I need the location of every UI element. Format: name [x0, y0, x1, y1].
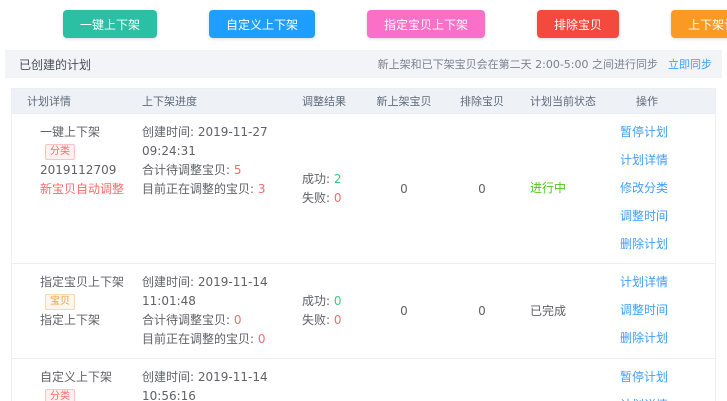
toolbar-button[interactable]: 自定义上下架: [209, 10, 316, 38]
result-cell: 成功: 2 失败: 0: [298, 170, 364, 208]
toolbar: 一键上下架 自定义上下架 指定宝贝上下架 排除宝贝 上下架记录: [0, 0, 727, 48]
column-header: 操作: [636, 94, 658, 108]
created-plans-panel-header: 已创建的计划 新上架和已下架宝贝会在第二天 2:00-5:00 之间进行同步 立…: [5, 50, 722, 78]
panel-title: 已创建的计划: [19, 57, 92, 72]
plan-detail-cell: 指定宝贝上下架宝贝指定上下架: [12, 273, 138, 330]
sync-now-link[interactable]: 立即同步: [668, 58, 712, 71]
success-count: 成功: 0: [302, 294, 342, 308]
plans-table-body: 一键上下架分类 2019112709 新宝贝自动调整 创建时间: 2019-11-27…: [12, 113, 715, 401]
plan-name: 一键上下架: [40, 125, 101, 139]
plan-type-tag: 分类: [45, 144, 75, 160]
column-header: 上下架进度: [142, 94, 197, 108]
created-time: 创建时间: 2019-11-27 09:24:31: [142, 125, 268, 158]
toolbar-button[interactable]: 排除宝贝: [537, 10, 620, 38]
action-link[interactable]: 计划详情: [620, 396, 668, 401]
status-badge: 已完成: [530, 303, 567, 318]
excluded-count: 0: [478, 181, 486, 196]
action-link[interactable]: 调整时间: [620, 209, 669, 223]
operations-cell: 暂停计划计划详情修改分类调整时间删除计划: [606, 123, 715, 254]
plan-type-tag: 分类: [45, 389, 75, 401]
table-row: 指定宝贝上下架宝贝 指定上下架 创建时间: 2019-11-14 11:01:48 合…: [12, 263, 715, 358]
plan-name: 指定宝贝上下架: [40, 275, 125, 289]
status-badge: 进行中: [530, 181, 567, 195]
total-pending: 合计待调整宝贝: 5: [142, 163, 242, 177]
column-header: 新上架宝贝: [376, 94, 432, 108]
failed-count: 失败: 0: [302, 190, 342, 205]
column-header: 排除宝贝: [460, 94, 504, 108]
total-pending: 合计待调整宝贝: 0: [142, 313, 242, 327]
failed-count: 失败: 0: [302, 313, 342, 327]
created-time: 创建时间: 2019-11-14 10:56:16: [142, 370, 268, 401]
currently-adjusting-value: 3: [257, 182, 266, 196]
created-time: 创建时间: 2019-11-14 11:01:48: [142, 275, 268, 308]
plan-sub-line: 2019112709: [40, 163, 117, 177]
new-listed-count: 0: [400, 304, 408, 318]
action-link[interactable]: 删除计划: [620, 237, 669, 251]
new-listed-count: 0: [400, 181, 408, 196]
success-value: 2: [333, 171, 342, 186]
table-row: 自定义上下架分类2019111410创建时间: 2019-11-14 10:56…: [12, 358, 715, 401]
toolbar-button[interactable]: 上下架记录: [671, 10, 727, 38]
progress-cell: 创建时间: 2019-11-14 11:01:48 合计待调整宝贝: 0 目前正在调…: [138, 273, 298, 349]
action-link[interactable]: 计划详情: [620, 153, 669, 167]
plans-table-header: 计划详情 上下架进度 调整结果 新上架宝贝 排除宝贝 计划当前状态 操作: [12, 89, 715, 113]
status-cell: 已完成: [520, 302, 606, 321]
action-link[interactable]: 修改分类: [620, 181, 669, 195]
action-link[interactable]: 暂停计划: [620, 370, 669, 384]
currently-adjusting: 目前正在调整的宝贝: 0: [142, 332, 266, 346]
success-value: 0: [333, 294, 342, 308]
excluded-count: 0: [478, 304, 486, 318]
sync-note: 新上架和已下架宝贝会在第二天 2:00-5:00 之间进行同步: [377, 58, 658, 71]
failed-value: 0: [333, 313, 342, 327]
failed-value: 0: [333, 190, 342, 205]
plan-detail-cell: 自定义上下架分类2019111410: [12, 368, 138, 401]
table-row: 一键上下架分类 2019112709 新宝贝自动调整 创建时间: 2019-11-27…: [12, 113, 715, 263]
currently-adjusting-value: 0: [257, 332, 266, 346]
plan-type-tag: 宝贝: [45, 294, 75, 310]
toolbar-button[interactable]: 指定宝贝上下架: [367, 10, 486, 38]
action-link[interactable]: 计划详情: [620, 275, 669, 289]
action-link[interactable]: 调整时间: [620, 303, 669, 317]
currently-adjusting: 目前正在调整的宝贝: 3: [142, 182, 266, 196]
progress-cell: 创建时间: 2019-11-14 10:56:16合计待调整宝贝: 51目前正在…: [138, 368, 298, 401]
plan-name: 自定义上下架: [40, 370, 113, 384]
action-link[interactable]: 删除计划: [620, 331, 669, 345]
action-link[interactable]: 暂停计划: [620, 125, 669, 139]
success-count: 成功: 2: [302, 171, 342, 186]
toolbar-button[interactable]: 一键上下架: [63, 10, 158, 38]
plans-table: 计划详情 上下架进度 调整结果 新上架宝贝 排除宝贝 计划当前状态 操作 一键上下架分类 20…: [11, 88, 716, 401]
column-header: 计划当前状态: [530, 94, 596, 108]
total-pending-value: 0: [233, 313, 242, 327]
plan-sub-line: 指定上下架: [40, 313, 101, 327]
operations-cell: 计划详情调整时间删除计划: [606, 273, 715, 348]
result-cell: 成功: 0 失败: 0: [298, 292, 364, 330]
plan-detail-cell: 一键上下架分类 2019112709 新宝贝自动调整: [12, 123, 138, 199]
column-header: 调整结果: [302, 94, 346, 108]
total-pending-value: 5: [233, 163, 242, 177]
plan-sub-line: 新宝贝自动调整: [40, 182, 125, 196]
column-header: 计划详情: [27, 94, 71, 108]
progress-cell: 创建时间: 2019-11-27 09:24:31 合计待调整宝贝: 5 目前正在调…: [138, 123, 298, 199]
status-cell: 进行中: [520, 179, 606, 198]
